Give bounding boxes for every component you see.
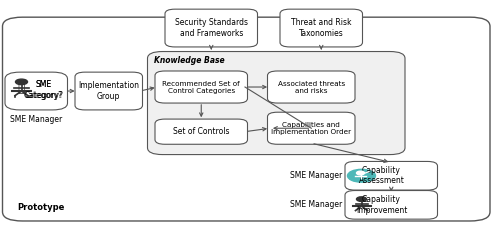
Text: SME
Category?: SME Category? <box>24 80 64 100</box>
Text: Threat and Risk
Taxonomies: Threat and Risk Taxonomies <box>291 18 352 38</box>
Text: Security Standards
and Frameworks: Security Standards and Frameworks <box>175 18 248 38</box>
Text: Capability
Improvement: Capability Improvement <box>356 195 407 215</box>
Text: Implementation
Group: Implementation Group <box>78 81 139 101</box>
FancyBboxPatch shape <box>5 72 68 110</box>
FancyBboxPatch shape <box>280 9 362 47</box>
Circle shape <box>356 197 366 202</box>
Text: Prototype: Prototype <box>18 203 65 212</box>
Text: Set of Controls: Set of Controls <box>173 127 230 136</box>
Text: Associated threats
and risks: Associated threats and risks <box>278 81 345 93</box>
FancyBboxPatch shape <box>148 52 405 155</box>
FancyBboxPatch shape <box>268 71 355 103</box>
Text: ⛹: ⛹ <box>18 82 25 95</box>
Text: Capability
Assessment: Capability Assessment <box>358 166 405 185</box>
Circle shape <box>348 169 376 182</box>
Text: SME Manager: SME Manager <box>10 114 62 123</box>
FancyBboxPatch shape <box>268 112 355 144</box>
FancyBboxPatch shape <box>345 191 438 219</box>
Text: Knowledge Base: Knowledge Base <box>154 56 224 65</box>
Text: SME Manager: SME Manager <box>290 171 343 180</box>
FancyBboxPatch shape <box>155 119 248 144</box>
Text: Recommended Set of
Control Categories: Recommended Set of Control Categories <box>162 81 240 93</box>
FancyBboxPatch shape <box>75 72 142 110</box>
FancyBboxPatch shape <box>165 9 258 47</box>
FancyBboxPatch shape <box>155 71 248 103</box>
FancyBboxPatch shape <box>345 161 438 190</box>
FancyBboxPatch shape <box>2 17 490 221</box>
Text: SME
Category?: SME Category? <box>24 80 63 100</box>
Text: SME Manager: SME Manager <box>290 200 343 209</box>
Circle shape <box>356 171 364 175</box>
Circle shape <box>16 79 28 85</box>
Text: Capabilities and
Implementation Order: Capabilities and Implementation Order <box>271 122 351 135</box>
